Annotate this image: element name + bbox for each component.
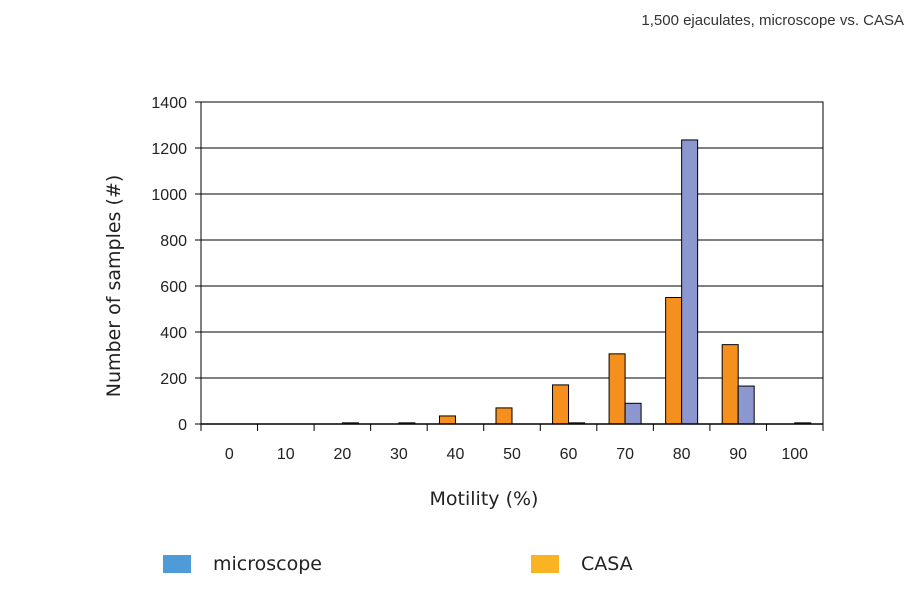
legend-swatch-casa: [531, 555, 559, 573]
y-tick-label: 1000: [151, 187, 187, 204]
legend-swatch-microscope: [163, 555, 191, 573]
chart-subtitle: 1,500 ejaculates, microscope vs. CASA: [641, 12, 904, 29]
x-tick-label: 20: [333, 446, 351, 463]
x-axis-title: Motility (%): [430, 488, 539, 510]
y-axis-title: Number of samples (#): [103, 175, 125, 397]
y-tick-labels: 0 200 400 600 800 1000 1200 1400: [151, 95, 187, 434]
legend-item-microscope: microscope: [163, 553, 322, 575]
bar-casa: [608, 353, 626, 425]
y-tick-label: 600: [160, 279, 187, 296]
x-tick-label: 100: [781, 446, 808, 463]
bar-casa: [721, 344, 739, 425]
y-tick-label: 1400: [151, 95, 187, 112]
x-tick-label: 50: [503, 446, 521, 463]
bar-microscope: [681, 139, 699, 425]
y-tick-label: 0: [178, 417, 187, 434]
bar-casa: [438, 415, 456, 425]
x-tick-label: 0: [225, 446, 234, 463]
x-tick-label: 60: [560, 446, 578, 463]
x-tick-label: 90: [729, 446, 747, 463]
bar-microscope: [737, 385, 755, 425]
bar-microscope: [624, 402, 642, 425]
bars: [341, 139, 812, 425]
y-tick-label: 400: [160, 325, 187, 342]
bar-casa: [495, 407, 513, 425]
bar-casa: [552, 384, 570, 425]
gridlines: [201, 101, 823, 379]
y-tick-label: 200: [160, 371, 187, 388]
x-tick-labels: 0 10 20 30 40 50 60 70 80 90 100: [225, 446, 808, 463]
legend-item-casa: CASA: [531, 553, 633, 575]
x-tick-label: 10: [277, 446, 295, 463]
x-tick-label: 80: [673, 446, 691, 463]
x-tick-label: 30: [390, 446, 408, 463]
y-tick-label: 1200: [151, 141, 187, 158]
x-tick-label: 40: [447, 446, 465, 463]
legend-label-casa: CASA: [581, 553, 633, 575]
axes: [195, 101, 824, 431]
legend-label-microscope: microscope: [213, 553, 322, 575]
bar-casa: [665, 297, 683, 425]
y-tick-label: 800: [160, 233, 187, 250]
x-tick-label: 70: [616, 446, 634, 463]
